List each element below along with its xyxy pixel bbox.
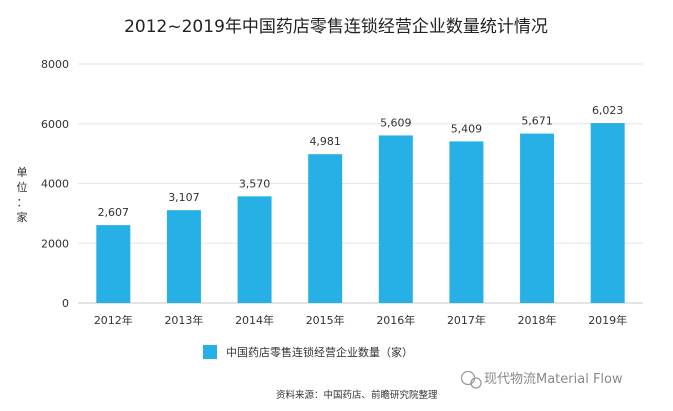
y-tick-label: 8000 <box>41 58 69 71</box>
bar <box>166 210 201 303</box>
data-label: 5,409 <box>451 122 483 135</box>
x-tick-label: 2017年 <box>447 313 486 327</box>
bar <box>449 141 484 303</box>
chart-title: 2012~2019年中国药店零售连锁经营企业数量统计情况 <box>124 17 548 37</box>
data-label: 4,981 <box>309 135 341 148</box>
y-axis-label-char: 家 <box>17 210 28 224</box>
gridlines <box>78 63 643 304</box>
x-tick-label: 2015年 <box>306 313 345 327</box>
bars <box>96 123 625 304</box>
x-tick-label: 2019年 <box>588 313 627 327</box>
x-tick-label: 2014年 <box>235 313 274 327</box>
watermark-text: 现代物流Material Flow <box>484 372 623 387</box>
x-tick-label: 2016年 <box>376 313 415 327</box>
x-tick-label: 2018年 <box>518 313 557 327</box>
legend: 中国药店零售连锁经营企业数量（家） <box>203 345 413 359</box>
y-axis-label-char: 位 <box>17 180 28 194</box>
bar <box>520 133 555 303</box>
y-tick-label: 2000 <box>41 237 69 250</box>
y-tick-label: 6000 <box>41 118 69 131</box>
legend-label: 中国药店零售连锁经营企业数量（家） <box>226 345 413 359</box>
y-tick-label: 4000 <box>41 178 69 191</box>
x-tick-label: 2012年 <box>94 313 133 327</box>
data-label: 3,107 <box>168 191 200 204</box>
source-note: 资料来源：中国药店、前瞻研究院整理 <box>276 389 438 401</box>
bar <box>590 123 625 304</box>
data-label: 5,609 <box>380 116 412 129</box>
bar <box>378 135 413 303</box>
bar <box>237 196 272 303</box>
y-axis-ticks: 0 2000 4000 6000 8000 <box>41 58 69 310</box>
x-axis-ticks: 2012年 2013年 2014年 2015年 2016年 2017年 2018年 2019年 <box>94 313 627 327</box>
wechat-icon-2 <box>470 377 482 389</box>
data-labels: 2,607 3,107 3,570 4,981 5,609 5,409 5,671 6,023 <box>98 104 624 219</box>
x-tick-label: 2013年 <box>164 313 203 327</box>
y-axis-label: 单位 ：家 <box>17 166 28 224</box>
data-label: 6,023 <box>592 104 624 117</box>
wechat-icon <box>460 370 476 386</box>
data-label: 2,607 <box>98 206 130 219</box>
y-axis-label-char: 单 <box>17 166 28 179</box>
legend-swatch <box>203 345 217 359</box>
y-tick-label: 0 <box>62 297 69 310</box>
data-label: 3,570 <box>239 177 271 190</box>
bar <box>96 225 131 303</box>
bar <box>308 154 343 303</box>
y-axis-label-char: ： <box>17 196 28 209</box>
watermark: 现代物流Material Flow <box>460 370 623 389</box>
data-label: 5,671 <box>521 115 553 128</box>
